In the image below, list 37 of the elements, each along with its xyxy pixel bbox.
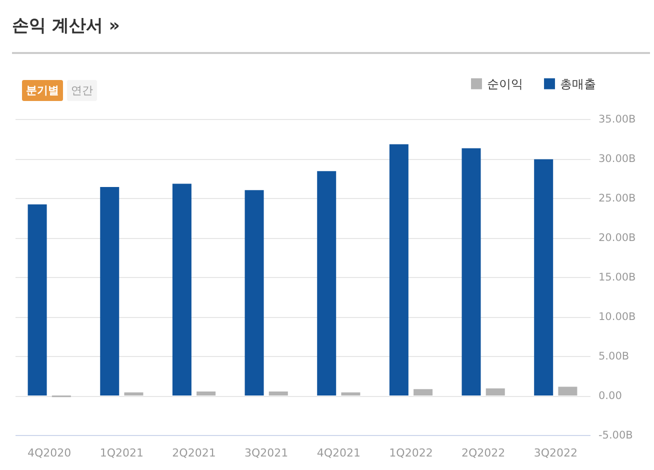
x-tick-label: 4Q2020 xyxy=(28,446,72,460)
bar xyxy=(486,388,505,396)
bar xyxy=(389,144,408,396)
bar xyxy=(172,184,192,396)
y-tick-label: 10.00B xyxy=(598,311,636,323)
y-tick-label: 15.00B xyxy=(598,272,636,284)
x-tick-label: 4Q2021 xyxy=(316,446,360,460)
y-tick-label: -5.00B xyxy=(598,430,633,442)
x-tick-label: 1Q2021 xyxy=(100,446,144,460)
y-tick-label: 0.00 xyxy=(598,390,622,402)
x-tick-label: 2Q2021 xyxy=(172,446,216,460)
bar xyxy=(558,386,578,396)
bar xyxy=(124,392,144,396)
bar xyxy=(341,392,360,396)
y-tick-label: 20.00B xyxy=(598,232,636,244)
bar xyxy=(268,392,288,396)
x-tick-label: 3Q2021 xyxy=(244,446,288,460)
x-tick-label: 1Q2022 xyxy=(389,446,433,460)
bar xyxy=(100,186,120,396)
bar xyxy=(28,204,47,396)
bar xyxy=(414,389,433,396)
legend-label: 총매출 xyxy=(560,76,596,91)
bar xyxy=(196,392,216,396)
y-tick-label: 5.00B xyxy=(598,350,630,362)
bar xyxy=(534,159,554,396)
bar xyxy=(462,148,481,396)
bar xyxy=(244,190,264,396)
y-tick-label: 25.00B xyxy=(598,192,636,204)
bar xyxy=(317,171,336,396)
y-tick-label: 30.00B xyxy=(598,153,636,165)
x-tick-label: 3Q2022 xyxy=(534,446,578,460)
text: 분기별 xyxy=(22,80,63,101)
text: 연간 xyxy=(67,80,97,101)
y-tick-label: 35.00B xyxy=(598,114,636,126)
chart-title: 손익 계산서 » xyxy=(12,15,120,37)
x-tick-label: 2Q2022 xyxy=(461,446,506,460)
legend-label: 순이익 xyxy=(487,76,523,91)
